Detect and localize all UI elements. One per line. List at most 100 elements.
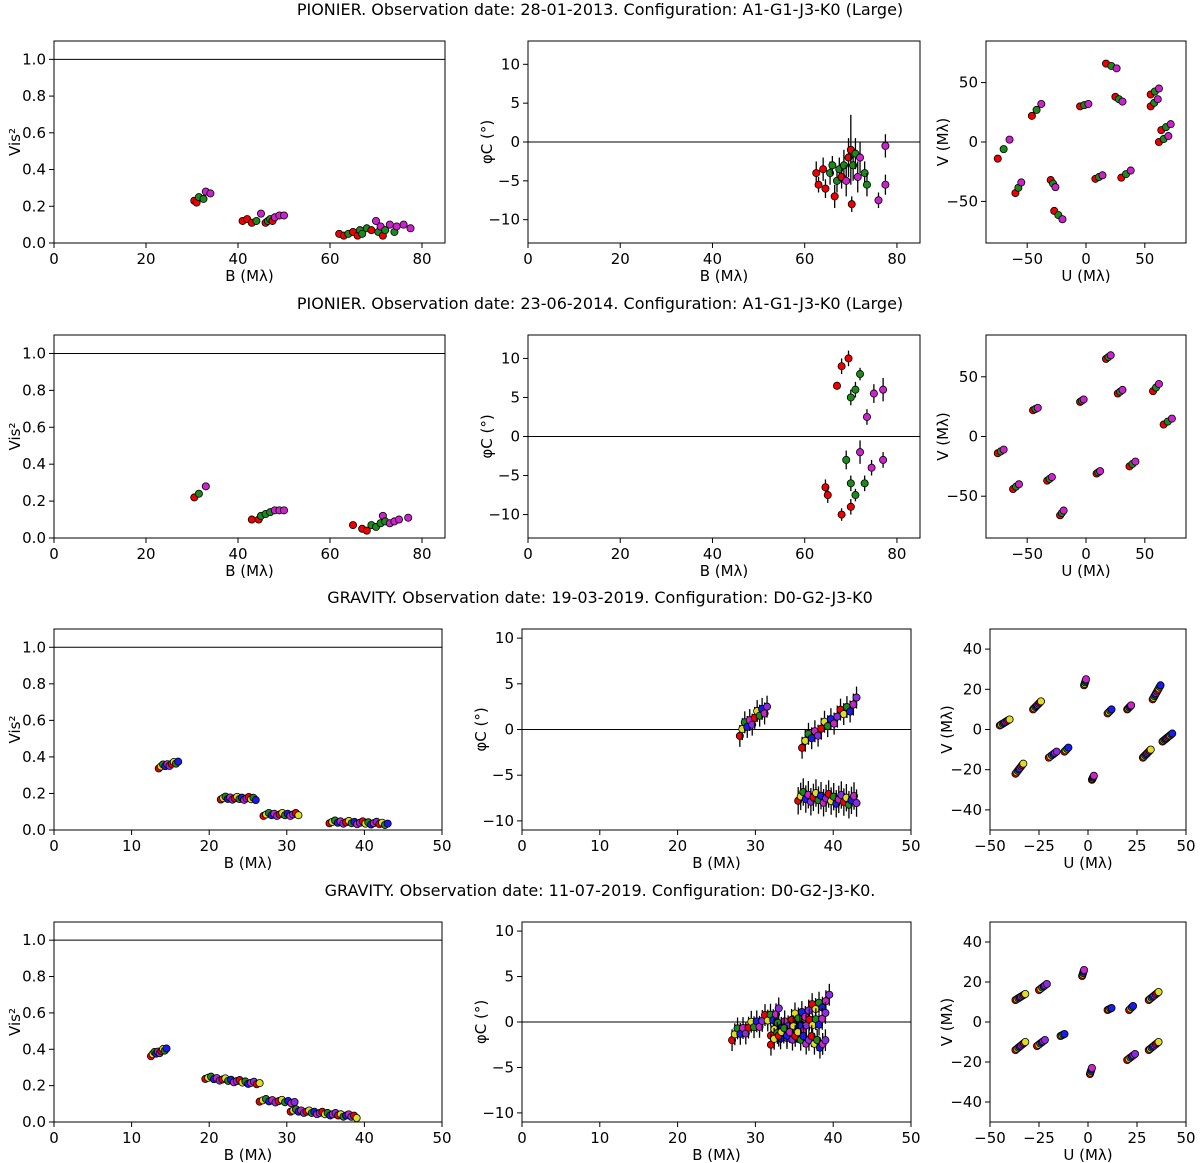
y-tick-label: 0.8: [22, 381, 46, 399]
uv-point: [1087, 1064, 1096, 1073]
data-point: [856, 370, 865, 379]
data-point: [358, 229, 367, 238]
y-tick-label: 5: [510, 388, 520, 406]
data-point: [812, 169, 821, 178]
x-tick-label: 10: [590, 837, 609, 855]
data-markers: [190, 187, 415, 240]
data-markers: [735, 686, 861, 819]
row-title: GRAVITY. Observation date: 11-07-2019. C…: [325, 881, 876, 900]
uv-point: [999, 445, 1008, 454]
y-axis-label: Vis²: [6, 716, 24, 744]
uv-point: [1059, 506, 1068, 515]
panel-phase: 0 20 40 60 80 −10 −5 0 5 10 B (Mλ) φC (°): [478, 334, 921, 580]
y-tick-label: 20: [963, 680, 982, 698]
data-point: [814, 180, 823, 189]
row-title: PIONIER. Observation date: 23-06-2014. C…: [297, 294, 903, 313]
data-point: [294, 811, 303, 820]
uv-point: [1156, 681, 1165, 690]
data-point: [206, 189, 215, 198]
x-tick-label: 40: [355, 837, 374, 855]
uv-point: [1154, 1038, 1163, 1047]
x-tick-label: 50: [1176, 837, 1195, 855]
uv-point: [1021, 990, 1030, 999]
y-tick-label: 0.6: [22, 711, 46, 729]
x-tick-label: 10: [122, 1129, 141, 1147]
uv-point: [1080, 966, 1089, 975]
data-point: [799, 1032, 808, 1041]
x-tick-label: 80: [887, 545, 906, 563]
data-point: [849, 700, 858, 709]
x-tick-label: 20: [668, 837, 687, 855]
data-point: [814, 731, 823, 740]
x-axis-label: B (Mλ): [692, 854, 741, 872]
x-axis-label: U (Mλ): [1063, 854, 1112, 872]
data-point: [813, 1036, 822, 1045]
uv-point: [1017, 178, 1026, 187]
data-markers: [728, 983, 834, 1059]
uv-point: [993, 154, 1002, 163]
y-tick-label: −5: [492, 766, 514, 784]
data-point: [869, 389, 878, 398]
uv-point: [1164, 132, 1173, 141]
y-tick-label: 1.0: [22, 931, 46, 949]
x-tick-label: 0: [49, 837, 59, 855]
data-point: [821, 1008, 830, 1017]
axes-frame: [53, 628, 443, 831]
uv-point: [1051, 183, 1060, 192]
x-tick-label: 20: [136, 250, 155, 268]
x-tick-label: 20: [200, 837, 219, 855]
data-point: [385, 220, 394, 229]
y-tick-label: −50: [946, 487, 978, 505]
x-tick-label: 0: [49, 1129, 59, 1147]
data-point: [381, 226, 390, 235]
data-markers: [190, 482, 413, 535]
x-axis-label: B (Mλ): [700, 267, 749, 285]
data-point: [856, 448, 865, 457]
data-point: [847, 200, 856, 209]
y-axis-label: Vis²: [6, 1008, 24, 1036]
x-tick-label: 40: [228, 545, 247, 563]
uv-point: [1019, 759, 1028, 768]
x-tick-label: 60: [320, 250, 339, 268]
data-markers: [154, 757, 392, 829]
data-point: [879, 385, 888, 394]
panel-uv: −50 0 50 −50 0 50 U (Mλ) V (Mλ): [934, 40, 1187, 285]
y-tick-label: 0.4: [22, 748, 46, 766]
panel-phase: 0 20 40 60 80 −10 −5 0 5 10 B (Mλ) φC (°): [478, 40, 921, 285]
y-axis-label: φC (°): [478, 120, 496, 164]
x-tick-label: 40: [228, 250, 247, 268]
data-point: [201, 482, 210, 491]
y-axis-label: V (Mλ): [938, 998, 956, 1047]
data-point: [862, 412, 871, 421]
data-point: [846, 707, 855, 716]
row-title: PIONIER. Observation date: 28-01-2013. C…: [297, 0, 903, 19]
x-tick-label: 50: [1135, 545, 1154, 563]
y-tick-label: −10: [482, 1104, 514, 1122]
y-tick-label: −10: [482, 812, 514, 830]
data-point: [279, 211, 288, 220]
x-tick-label: 20: [200, 1129, 219, 1147]
data-point: [748, 720, 757, 729]
panel-phase: 0 10 20 30 40 50 −10 −5 0 5 10 B (Mλ) φC (°): [472, 628, 921, 872]
data-point: [785, 1028, 794, 1037]
y-tick-label: 0: [972, 1013, 982, 1031]
y-tick-label: 0.2: [22, 492, 46, 510]
y-tick-label: 0.6: [22, 1004, 46, 1022]
y-tick-label: 0.2: [22, 784, 46, 802]
x-tick-label: 0: [1081, 545, 1091, 563]
x-tick-label: 30: [746, 1129, 765, 1147]
data-point: [862, 180, 871, 189]
row-1: PIONIER. Observation date: 28-01-2013. C…: [6, 0, 1187, 285]
y-tick-label: 10: [495, 922, 514, 940]
x-tick-label: 0: [517, 1129, 527, 1147]
y-tick-label: 0.4: [22, 161, 46, 179]
y-tick-label: 0.8: [22, 968, 46, 986]
y-tick-label: 10: [501, 349, 520, 367]
y-tick-label: 1.0: [22, 638, 46, 656]
data-point: [860, 479, 869, 488]
x-tick-label: 40: [824, 837, 843, 855]
row-4: GRAVITY. Observation date: 11-07-2019. C…: [6, 881, 1196, 1163]
x-tick-label: −50: [1011, 545, 1043, 563]
y-axis-label: φC (°): [472, 1000, 490, 1044]
y-tick-label: −20: [950, 761, 982, 779]
